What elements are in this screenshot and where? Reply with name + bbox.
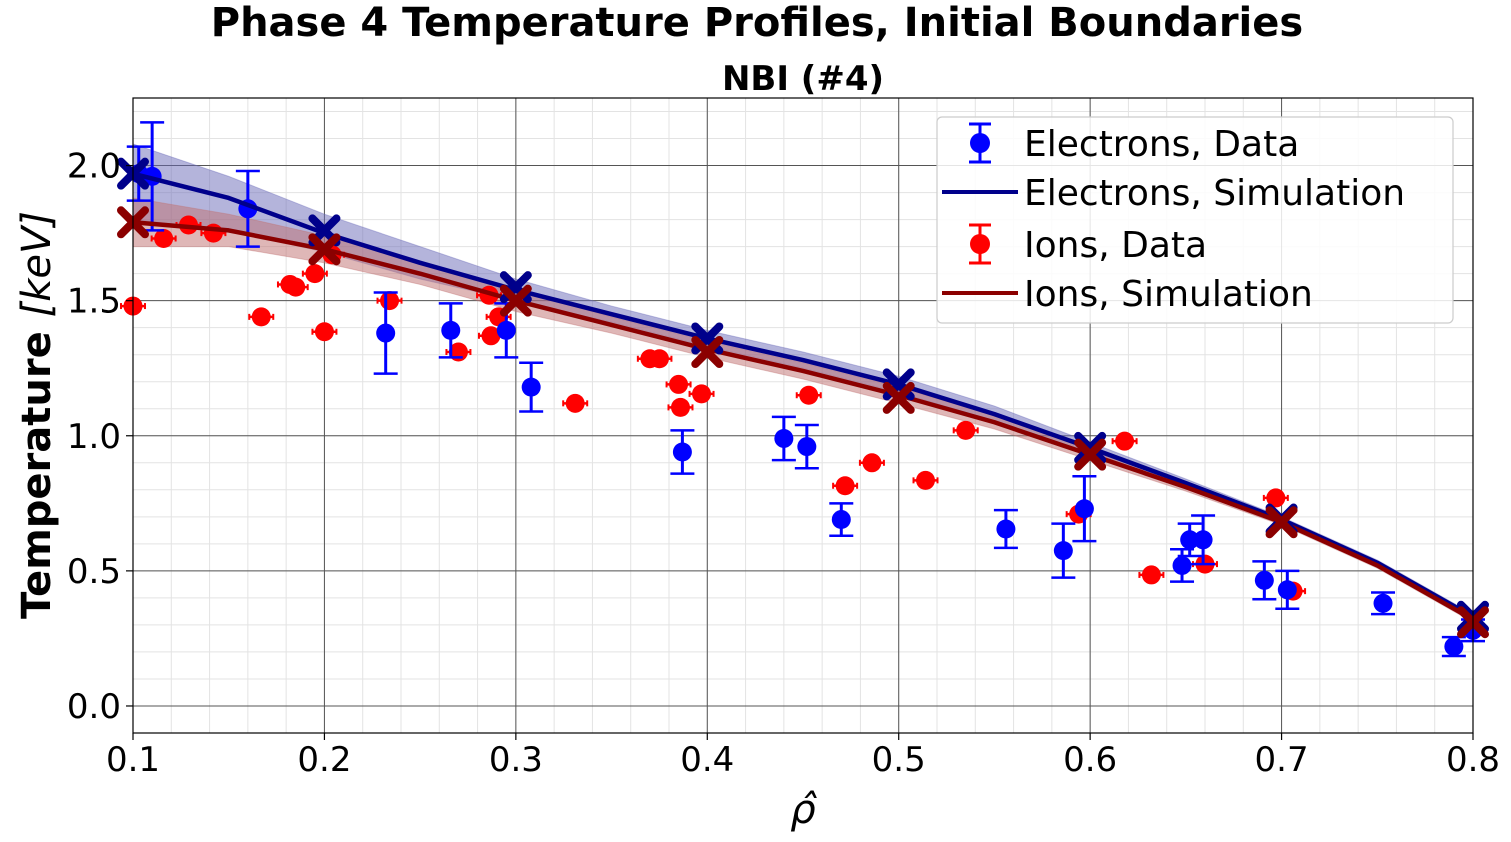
y-axis-label-main: Temperature (14, 317, 60, 619)
ions-simulation-marker (691, 336, 724, 368)
electrons-data-point (521, 377, 541, 397)
simulation-markers (117, 157, 1489, 639)
ions-data-point (692, 384, 712, 404)
x-tick-label: 0.3 (489, 740, 543, 780)
y-axis-ticks: 0.0 0.5 1.0 1.5 2.0 (67, 147, 133, 727)
legend-box (936, 116, 1454, 324)
electrons-data-point (774, 428, 794, 448)
electrons-data-point (1180, 530, 1200, 550)
electrons-data-point (1277, 580, 1297, 600)
electrons-data-point (797, 437, 817, 457)
ions-data-point (251, 307, 271, 327)
ions-simulation-marker-stroke (691, 336, 724, 368)
legend: Electrons, Data Electrons, Simulation Io… (936, 116, 1454, 324)
legend-label-electrons-simulation: Electrons, Simulation (1024, 173, 1405, 214)
electrons-data-point (1444, 637, 1464, 657)
ions-simulation-marker-stroke (499, 284, 532, 317)
electrons-data-point (831, 510, 851, 530)
ions-simulation-marker (308, 233, 341, 266)
x-tick-label: 0.7 (1255, 740, 1309, 780)
electrons-data-point (496, 320, 516, 340)
ions-simulation-marker-stroke (1265, 506, 1298, 539)
y-tick-label: 0.0 (67, 687, 121, 727)
electrons-data-point (1074, 499, 1094, 519)
chart-title: Phase 4 Temperature Profiles, Initial Bo… (211, 0, 1303, 46)
ions-data-point (305, 264, 325, 284)
y-tick-label: 2.0 (67, 147, 121, 187)
electrons-data-point (1254, 570, 1274, 590)
ions-simulation-marker-stroke (882, 381, 915, 414)
legend-entry-ions-simulation: Ions, Simulation (942, 274, 1313, 315)
ions-data-point (1266, 488, 1286, 508)
simulation-lines (132, 171, 1475, 622)
ions-data-point (669, 374, 689, 394)
x-axis-label: ρ̂ (790, 787, 817, 833)
ions-simulation-marker-stroke (1074, 438, 1107, 471)
ions-data-point (670, 397, 690, 417)
ions-data-point (649, 349, 669, 369)
ions-simulation-line (132, 220, 1475, 622)
ions-data-point (154, 229, 174, 249)
ions-data-point (565, 393, 585, 413)
x-tick-label: 0.8 (1446, 740, 1500, 780)
legend-label-electrons-data: Electrons, Data (1024, 124, 1299, 165)
ions-data-point (286, 277, 306, 297)
x-tick-label: 0.2 (297, 740, 351, 780)
legend-entry-electrons-data: Electrons, Data (969, 122, 1299, 165)
ions-data-point (481, 326, 501, 346)
ions-simulation-marker (499, 284, 532, 317)
electrons-data-point (1172, 555, 1192, 575)
x-axis-ticks: 0.1 0.2 0.3 0.4 0.5 0.6 0.7 0.8 (106, 733, 1500, 780)
chart-subtitle: NBI (#4) (722, 59, 884, 99)
electrons-data-point (1373, 593, 1393, 613)
ions-simulation-marker (1074, 438, 1107, 471)
y-axis-label: Temperature [keV] (14, 211, 60, 619)
ions-simulation-marker (882, 381, 915, 414)
electrons-data-point (441, 320, 461, 340)
ions-data-point (380, 291, 400, 311)
ions-data-point (956, 420, 976, 440)
electrons-simulation-marker-stroke (1074, 431, 1107, 464)
x-tick-label: 0.1 (106, 740, 160, 780)
y-axis-label-unit: [keV] (14, 211, 60, 317)
ions-data-point (1115, 431, 1135, 451)
electrons-simulation-line (132, 171, 1475, 619)
y-tick-label: 1.0 (67, 417, 121, 457)
plot-frame (132, 97, 1474, 734)
ions-data-point (862, 453, 882, 473)
electrons-data-point (376, 323, 396, 343)
y-tick-label: 0.5 (67, 552, 121, 592)
electrons-data-point (996, 519, 1016, 539)
legend-entry-electrons-simulation: Electrons, Simulation (942, 173, 1405, 214)
electrons-simulation-marker (1074, 431, 1107, 464)
legend-entry-ions-data: Ions, Data (969, 223, 1207, 266)
ions-data-point (1141, 565, 1161, 585)
ions-simulation-marker (1265, 506, 1298, 539)
electrons-data-point (1193, 530, 1213, 550)
electrons-data-point (1053, 541, 1073, 561)
ions-data-point (916, 470, 936, 490)
x-tick-label: 0.6 (1063, 740, 1117, 780)
ions-data-point (835, 476, 855, 496)
y-tick-label: 1.5 (67, 282, 121, 322)
ions-data-point (799, 385, 819, 405)
ions-simulation-marker-stroke (308, 233, 341, 266)
ions-data-point (314, 322, 334, 342)
x-tick-label: 0.4 (680, 740, 734, 780)
x-tick-label: 0.5 (872, 740, 926, 780)
electrons-data-point (672, 442, 692, 462)
legend-label-ions-data: Ions, Data (1024, 225, 1207, 266)
legend-label-ions-simulation: Ions, Simulation (1024, 274, 1313, 315)
